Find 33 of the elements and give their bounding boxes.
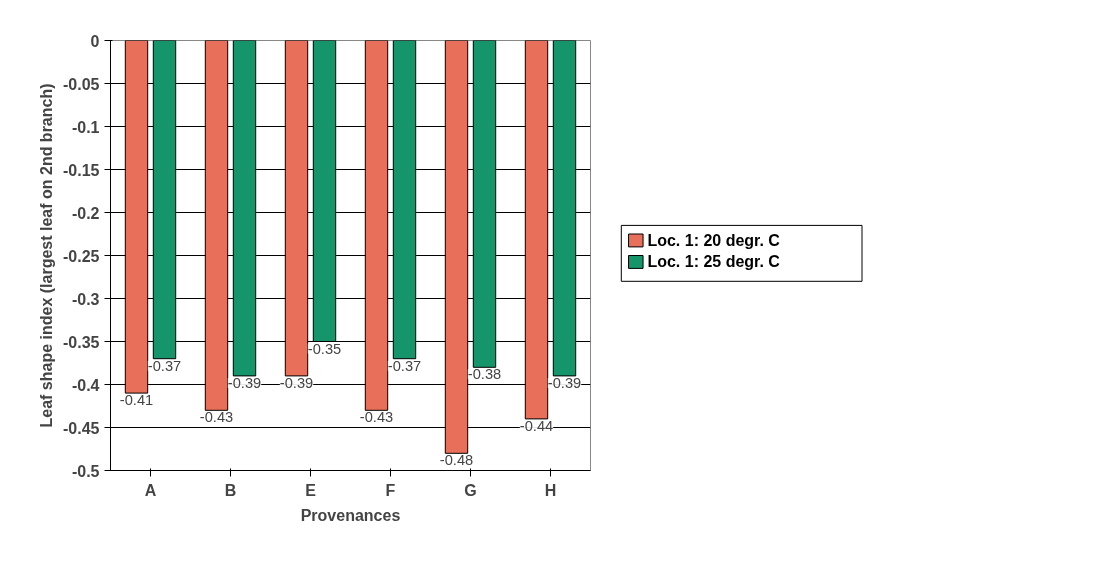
y-tick-label: -0.35 [63,333,100,351]
y-tick-label: 0 [90,32,100,50]
y-tick-label: -0.05 [63,75,100,93]
data-label: -0.39 [279,374,314,391]
data-label: -0.44 [519,417,554,434]
data-label: -0.35 [307,340,342,357]
legend-label: Loc. 1: 25 degr. C [647,253,781,271]
data-label: -0.37 [387,357,422,374]
y-tick-label: -0.4 [71,376,100,394]
y-tick-label: -0.25 [63,247,100,265]
y-tick-label: -0.3 [71,290,100,308]
x-tick-label: B [224,481,237,499]
y-tick-label: -0.2 [71,204,100,222]
data-label: -0.48 [439,452,474,469]
y-tick-label: -0.5 [71,462,100,480]
y-tick-label: -0.1 [71,118,100,136]
data-label: -0.43 [359,409,394,426]
data-label: -0.38 [467,366,502,383]
data-label: -0.37 [147,357,182,374]
legend-label: Loc. 1: 20 degr. C [647,231,781,249]
x-tick-label: H [544,481,557,499]
data-label: -0.39 [227,374,262,391]
x-tick-label: A [144,481,157,499]
y-tick-label: -0.45 [63,419,100,437]
data-label: -0.41 [119,392,154,409]
y-tick-label: -0.15 [63,161,100,179]
x-tick-label: F [385,481,396,499]
x-tick-label: G [464,481,477,499]
y-axis-title: Leaf shape index (largest leaf on 2nd branch) [38,83,56,428]
x-axis-title: Provenances [300,506,401,524]
data-label: -0.39 [547,374,582,391]
data-label: -0.43 [199,409,234,426]
x-tick-label: E [305,481,317,499]
